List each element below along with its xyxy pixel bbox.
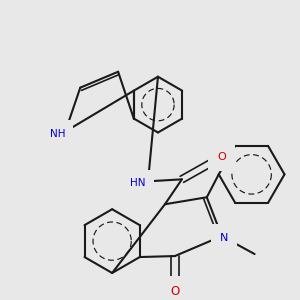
Text: O: O xyxy=(170,285,179,298)
Text: O: O xyxy=(218,152,226,162)
Text: N: N xyxy=(220,233,228,243)
Text: NH: NH xyxy=(50,128,65,139)
Text: HN: HN xyxy=(130,178,146,188)
